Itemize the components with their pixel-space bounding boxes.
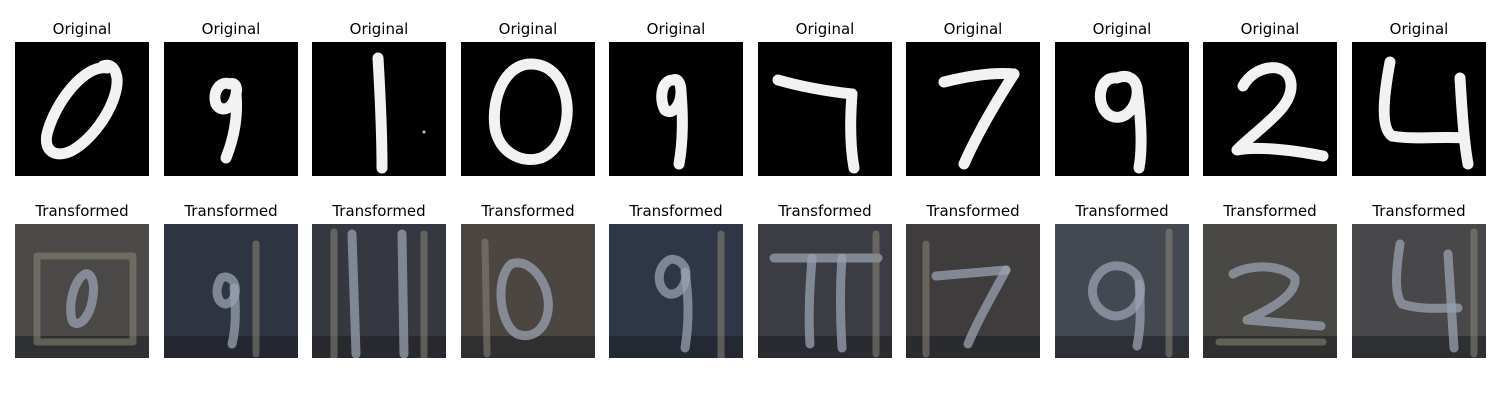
digit-7-stroke — [958, 68, 1020, 170]
original-digit-image — [1055, 42, 1189, 176]
panel-title: Original — [1240, 20, 1300, 38]
panel-shadow-band — [312, 336, 446, 358]
original-digit-image — [461, 42, 595, 176]
digit-7-stroke — [804, 253, 817, 349]
digit-1-stroke — [422, 130, 426, 134]
digit-9-stroke — [1131, 82, 1147, 174]
digit-7-stroke — [963, 265, 1011, 349]
panel-shadow-band — [609, 336, 743, 358]
panel-shadow-band — [906, 336, 1040, 358]
digit-4-stroke — [1454, 72, 1474, 170]
digit-4-stroke — [1378, 56, 1470, 144]
original-digit-image — [1352, 42, 1486, 176]
digit-7-stroke — [931, 265, 1011, 281]
transformed-digit-image — [1352, 224, 1486, 358]
panel-title: Transformed — [778, 202, 872, 220]
digit-0-stroke — [66, 269, 98, 328]
original-digit-image — [1203, 42, 1337, 176]
panel-title: Transformed — [481, 202, 575, 220]
panel-background — [15, 42, 149, 176]
digit-7-stroke — [845, 88, 860, 174]
panel-title: Original — [349, 20, 409, 38]
panel-shadow-band — [1352, 336, 1486, 358]
digit-2-stroke — [1228, 262, 1326, 331]
digit-9-stroke — [209, 77, 242, 115]
digit-9-stroke — [680, 267, 693, 353]
panel-shadow-band — [758, 336, 892, 358]
original-digit-image — [312, 42, 446, 176]
panel-background — [1203, 224, 1337, 358]
digit-2-stroke — [1231, 62, 1329, 162]
panel-title: Transformed — [1075, 202, 1169, 220]
panel-background — [758, 224, 892, 358]
panel-title: Transformed — [629, 202, 723, 220]
digit-9-stroke — [1132, 279, 1145, 351]
digit-9-stroke — [220, 88, 242, 164]
panel-title: Original — [943, 20, 1003, 38]
original-digit-image — [164, 42, 298, 176]
transformed-digit-image — [312, 224, 446, 358]
transformed-digit-image — [758, 224, 892, 358]
panel-title: Original — [1389, 20, 1449, 38]
original-digit-image — [15, 42, 149, 176]
transformed-digit-image — [1055, 224, 1189, 358]
digit-9-stroke — [673, 86, 688, 170]
background-edge-stroke — [33, 252, 137, 346]
digit-9-stroke — [656, 74, 687, 117]
background-edge-stroke — [481, 238, 491, 358]
panel-shadow-band — [461, 336, 595, 358]
panel-title: Original — [646, 20, 706, 38]
panel-title: Transformed — [35, 202, 129, 220]
transformed-digit-image — [906, 224, 1040, 358]
digit-4-stroke — [1443, 249, 1459, 353]
panel-title: Original — [52, 20, 112, 38]
panel-title: Original — [498, 20, 558, 38]
panel-background — [1352, 224, 1486, 358]
panel-title: Original — [795, 20, 855, 38]
digit-0-stroke — [488, 58, 573, 165]
original-digit-image — [758, 42, 892, 176]
original-digit-image — [906, 42, 1040, 176]
digit-1-stroke — [397, 229, 409, 358]
digit-9-stroke — [227, 283, 240, 349]
panel-title: Transformed — [184, 202, 278, 220]
panel-background — [1055, 42, 1189, 176]
digit-1-stroke — [347, 229, 361, 358]
original-digit-image — [609, 42, 743, 176]
panel-title: Original — [201, 20, 261, 38]
digit-0-stroke — [40, 59, 123, 160]
panel-background — [758, 42, 892, 176]
panel-title: Original — [1092, 20, 1152, 38]
transformed-digit-image — [461, 224, 595, 358]
digit-4-stroke — [1392, 239, 1463, 313]
transformed-digit-image — [609, 224, 743, 358]
transformed-digit-image — [164, 224, 298, 358]
panel-title: Transformed — [332, 202, 426, 220]
panel-title: Transformed — [1372, 202, 1466, 220]
digit-9-stroke — [1094, 70, 1143, 123]
digit-7-stroke — [836, 253, 847, 353]
digit-1-stroke — [372, 52, 388, 174]
panel-shadow-band — [1055, 336, 1189, 358]
digit-0-stroke — [496, 258, 553, 341]
panel-title: Transformed — [1223, 202, 1317, 220]
transformed-digit-image — [1203, 224, 1337, 358]
panel-title: Transformed — [926, 202, 1020, 220]
transformed-digit-image — [15, 224, 149, 358]
